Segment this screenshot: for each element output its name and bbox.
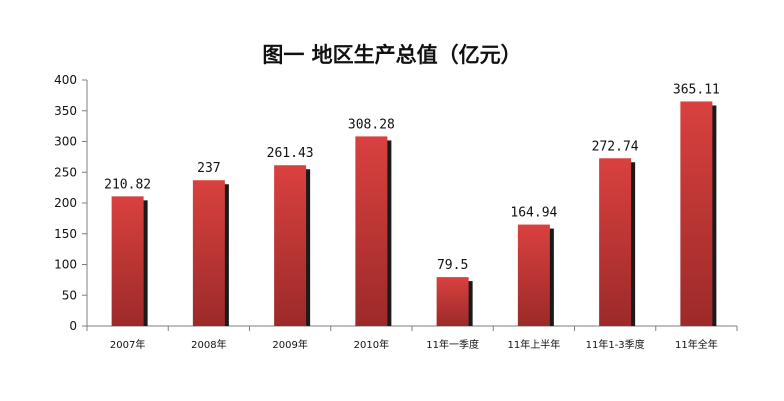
category-label: 11年一季度 <box>426 338 479 351</box>
data-labels: 210.82 237 261.43 308.28 79.5 164.94 272.74 365… <box>104 82 720 273</box>
data-label: 308.28 <box>348 117 395 132</box>
data-label: 261.43 <box>267 146 314 161</box>
bar-series <box>111 101 717 326</box>
data-label: 164.94 <box>510 206 557 221</box>
bar <box>111 196 144 326</box>
x-axis-ticks <box>86 326 738 331</box>
data-label: 272.74 <box>592 139 639 154</box>
bar <box>192 180 225 326</box>
y-tick-label: 300 <box>54 135 77 149</box>
category-label: 2008年 <box>191 338 226 351</box>
category-label: 11年上半年 <box>508 338 561 351</box>
bar <box>436 277 469 326</box>
bar <box>355 136 388 326</box>
data-label: 210.82 <box>104 177 151 192</box>
bar <box>599 158 632 326</box>
data-label: 79.5 <box>437 258 468 273</box>
y-tick-label: 100 <box>54 258 77 272</box>
y-tick-label: 250 <box>54 165 77 179</box>
plot-area: 0 50 100 150 200 250 300 350 400 210.82 237 261.43… <box>54 73 738 351</box>
category-labels: 2007年 2008年 2009年 2010年 11年一季度 11年上半年 11年1-3季度… <box>110 338 718 351</box>
data-label: 237 <box>197 161 220 176</box>
bar <box>517 224 550 326</box>
y-tick-label: 50 <box>62 288 77 302</box>
bar <box>680 101 713 326</box>
y-tick-label: 400 <box>54 73 77 87</box>
category-label: 2010年 <box>354 338 389 351</box>
y-tick-label: 150 <box>54 227 77 241</box>
y-tick-label: 0 <box>69 319 77 333</box>
category-label: 11年全年 <box>675 338 718 351</box>
y-tick-label: 200 <box>54 196 77 210</box>
category-label: 11年1-3季度 <box>586 338 645 351</box>
y-axis-ticks: 0 50 100 150 200 250 300 350 400 <box>54 73 87 333</box>
data-label: 365.11 <box>673 82 720 97</box>
category-label: 2009年 <box>272 338 307 351</box>
chart-title: 图一 地区生产总值（亿元） <box>262 43 521 67</box>
y-tick-label: 350 <box>54 104 77 118</box>
bar <box>274 165 307 326</box>
category-label: 2007年 <box>110 338 145 351</box>
